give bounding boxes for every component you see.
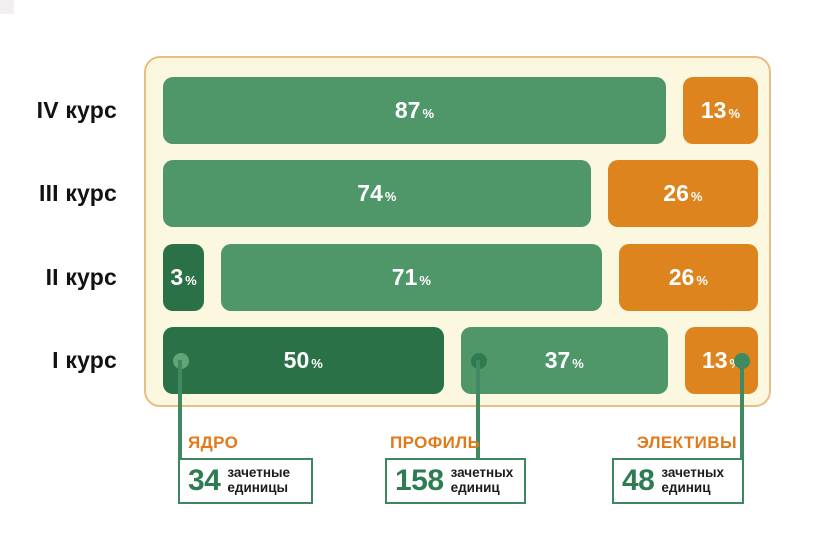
chart-row: II курс 3% 71% 26% xyxy=(0,244,758,311)
row-bars: 50% 37% 13% xyxy=(163,327,758,394)
chart-row: I курс 50% 37% 13% xyxy=(0,327,758,394)
chart-row: III курс 74% 26% xyxy=(0,160,758,227)
bar-segment-electives: 26% xyxy=(618,244,758,311)
legend-caption-electives: зачетных единиц xyxy=(661,466,724,495)
legend-caption-line: зачетные xyxy=(227,465,291,481)
connector-line-profile xyxy=(476,360,480,460)
legend-box-core: 34 зачетные единицы xyxy=(178,458,313,504)
chart-row: IV курс 87% 13% xyxy=(0,77,758,144)
percent-label: 37% xyxy=(544,347,584,373)
legend-title-electives: ЭЛЕКТИВЫ xyxy=(636,433,737,452)
legend-caption-core: зачетные единицы xyxy=(227,466,290,495)
row-bars: 3% 71% 26% xyxy=(163,244,758,311)
legend-number-core: 34 xyxy=(188,464,221,497)
connector-line-electives xyxy=(740,360,744,460)
legend-box-electives: 48 зачетных единиц xyxy=(612,458,744,504)
legend-title-core: ЯДРО xyxy=(188,433,239,452)
legend-caption-line: зачетных xyxy=(450,465,514,481)
legend-caption-profile: зачетных единиц xyxy=(451,466,514,495)
percent-label: 71% xyxy=(391,264,431,290)
legend-box-profile: 158 зачетных единиц xyxy=(385,458,526,504)
bar-segment-core: 3% xyxy=(163,244,204,311)
bar-segment-profile: 71% xyxy=(221,244,602,311)
legend-caption-line: зачетных xyxy=(661,465,725,481)
percent-label: 26% xyxy=(663,180,703,206)
legend-caption-line: единицы xyxy=(227,480,289,495)
legend-number-electives: 48 xyxy=(622,464,655,497)
legend-number-profile: 158 xyxy=(395,464,444,497)
legend-caption-line: единиц xyxy=(661,480,711,495)
row-label: IV курс xyxy=(36,97,117,123)
bar-segment-electives: 13% xyxy=(685,327,758,394)
row-bars: 74% 26% xyxy=(163,160,758,227)
percent-label: 13% xyxy=(700,97,740,123)
connector-line-core xyxy=(178,360,182,460)
percent-label: 50% xyxy=(283,347,323,373)
bar-segment-electives: 13% xyxy=(682,77,758,144)
corner-artifact xyxy=(0,0,14,14)
legend-caption-line: единиц xyxy=(450,480,500,495)
percent-label: 74% xyxy=(357,180,397,206)
percent-label: 87% xyxy=(394,97,434,123)
bar-segment-profile: 37% xyxy=(460,327,669,394)
percent-label: 26% xyxy=(668,264,708,290)
legend-title-profile: ПРОФИЛЬ xyxy=(390,433,481,452)
bar-segment-electives: 26% xyxy=(607,160,758,227)
bar-segment-profile: 74% xyxy=(163,160,591,227)
bar-segment-profile: 87% xyxy=(163,77,666,144)
row-label: II курс xyxy=(45,264,117,290)
row-bars: 87% 13% xyxy=(163,77,758,144)
percent-label: 3% xyxy=(170,264,197,290)
row-label: III курс xyxy=(38,180,117,206)
row-label: I курс xyxy=(52,347,117,373)
bar-segment-core: 50% xyxy=(163,327,444,394)
